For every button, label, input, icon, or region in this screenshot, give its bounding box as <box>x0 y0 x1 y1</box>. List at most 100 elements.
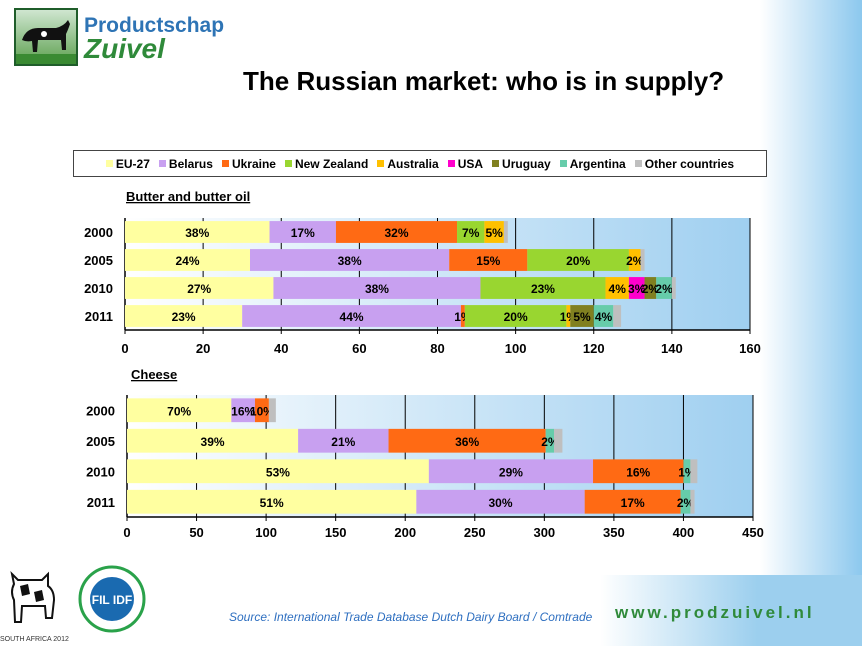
legend-swatch <box>105 160 113 167</box>
legend-label: USA <box>457 156 484 171</box>
legend-swatch <box>634 160 642 167</box>
chart-title: Butter and butter oil <box>126 189 250 204</box>
data-label: 7% <box>462 226 480 240</box>
bar-segment <box>570 305 594 327</box>
bar-segment <box>127 398 232 423</box>
data-label: 16% <box>231 404 255 418</box>
bar-segment <box>545 428 555 453</box>
x-tick-label: 450 <box>742 525 764 540</box>
x-tick-label: 80 <box>430 341 444 356</box>
data-label: 38% <box>338 254 362 268</box>
legend-item: Australia <box>377 156 439 171</box>
category-label: 2005 <box>86 434 115 449</box>
data-label: 20% <box>504 310 528 324</box>
bar-segment <box>335 221 458 243</box>
legend-label: EU-27 <box>115 156 150 171</box>
legend-label: Australia <box>387 156 439 171</box>
x-tick-label: 350 <box>603 525 625 540</box>
data-label: 17% <box>291 226 315 240</box>
data-label: 38% <box>185 226 209 240</box>
bar-segment <box>644 277 657 299</box>
bar-segment <box>628 277 645 299</box>
data-label: 36% <box>455 435 479 449</box>
category-label: 2011 <box>85 309 113 324</box>
chart-title: Cheese <box>131 367 177 382</box>
data-label: 10% <box>250 404 274 418</box>
x-tick-label: 40 <box>274 341 288 356</box>
bar-segment <box>268 398 276 423</box>
legend-swatch <box>221 160 229 167</box>
x-tick-label: 250 <box>464 525 486 540</box>
legend-label: Belarus <box>168 156 213 171</box>
x-tick-label: 0 <box>121 341 128 356</box>
category-label: 2000 <box>84 225 113 240</box>
data-label: 3% <box>628 282 646 296</box>
brand-name-line1: Productschap <box>84 14 225 37</box>
category-label: 2010 <box>84 281 113 296</box>
data-label: 27% <box>187 282 211 296</box>
bar-segment <box>127 428 299 453</box>
legend-label: New Zealand <box>294 156 369 171</box>
legend-item: Argentina <box>559 157 626 171</box>
data-label: 44% <box>340 310 364 324</box>
bar-segment <box>690 459 698 484</box>
data-label: 70% <box>167 404 191 418</box>
x-tick-label: 60 <box>352 341 366 356</box>
x-tick-label: 20 <box>196 341 210 356</box>
bar-segment <box>640 249 645 271</box>
data-label: 51% <box>260 496 284 510</box>
brand-name-line2: Zuivel <box>84 33 165 64</box>
bar-segment <box>566 305 571 327</box>
bar-segment <box>480 277 606 299</box>
x-tick-label: 50 <box>189 525 203 540</box>
data-label: 5% <box>485 226 503 240</box>
bar-segment <box>231 398 255 423</box>
x-tick-label: 150 <box>325 525 347 540</box>
x-tick-label: 0 <box>123 525 130 540</box>
source-note: Source: International Trade Database Dut… <box>229 610 593 624</box>
data-label: 39% <box>201 435 225 449</box>
legend-item: New Zealand <box>284 156 369 171</box>
bar-segment <box>416 489 585 514</box>
data-label: 23% <box>172 310 196 324</box>
bar-segment <box>671 277 676 299</box>
data-label: 21% <box>331 435 355 449</box>
data-label: 15% <box>476 254 500 268</box>
legend-item: Uruguay <box>492 157 551 171</box>
data-label: 20% <box>566 254 590 268</box>
data-label: 16% <box>626 465 650 479</box>
category-label: 2010 <box>86 464 115 479</box>
legend-item: USA <box>447 156 484 171</box>
bar-segment <box>593 305 614 327</box>
legend-label: Uruguay <box>502 156 551 171</box>
legend-label: Other countries <box>644 156 735 171</box>
bar-segment <box>269 221 336 243</box>
bar-segment <box>125 249 250 271</box>
x-tick-label: 120 <box>583 341 605 356</box>
svg-text:FIL IDF: FIL IDF <box>92 593 132 607</box>
legend-item: Other countries <box>634 156 735 171</box>
bar-segment <box>690 489 695 514</box>
legend-swatch <box>284 160 292 167</box>
data-label: 30% <box>488 496 512 510</box>
data-label: 24% <box>175 254 199 268</box>
legend-swatch <box>377 160 385 167</box>
chart-legend: EU-27 Belarus Ukraine New Zealand Australia U… <box>73 150 767 177</box>
legend-item: Ukraine <box>221 157 276 171</box>
data-label: 4% <box>595 310 613 324</box>
category-label: 2000 <box>86 403 115 418</box>
background-gradient-bottom <box>600 575 862 646</box>
bar-segment <box>388 428 546 453</box>
data-label: 4% <box>609 282 627 296</box>
data-label: 2% <box>655 282 673 296</box>
world-dairy-summit-cow-icon <box>2 566 62 632</box>
bar-segment <box>605 277 629 299</box>
bar-segment <box>484 221 504 243</box>
bar-segment <box>527 249 629 271</box>
legend-swatch <box>158 160 166 167</box>
x-tick-label: 300 <box>533 525 555 540</box>
website-link[interactable]: www.prodzuivel.nl <box>615 603 815 622</box>
cow-logo-icon <box>14 8 78 66</box>
fil-idf-logo-icon: FIL IDF <box>76 564 148 634</box>
bar-segment <box>125 305 243 327</box>
